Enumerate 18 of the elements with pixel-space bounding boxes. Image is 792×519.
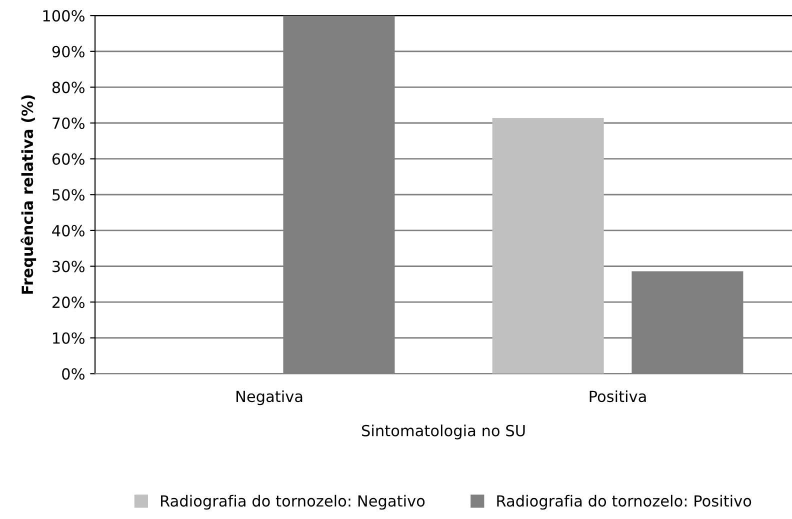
y-axis-title: Frequência relativa (%) — [20, 95, 36, 294]
y-tick-label: 20% — [52, 296, 84, 308]
legend-label: Radiografia do tornozelo: Positivo — [497, 494, 752, 510]
y-tick-label: 90% — [52, 46, 84, 58]
x-tick-label: Negativa — [236, 390, 302, 406]
y-tick-label: 60% — [52, 153, 84, 165]
y-tick-label: 70% — [52, 117, 84, 130]
y-tick-label: 0% — [62, 368, 84, 380]
y-tick-label: 10% — [53, 332, 84, 344]
y-tick-label: 100% — [43, 10, 84, 22]
x-tick-label: Positiva — [590, 390, 646, 402]
y-tick-label: 30% — [52, 260, 84, 272]
y-tick-label: 50% — [52, 189, 84, 201]
x-axis-title: Sintomatologia no SU — [362, 424, 525, 440]
legend-label: Radiografia do tornozelo: Negativo — [161, 494, 425, 510]
bar — [492, 118, 604, 374]
y-tick-label: 80% — [52, 82, 84, 94]
y-tick-label: 40% — [52, 224, 84, 236]
